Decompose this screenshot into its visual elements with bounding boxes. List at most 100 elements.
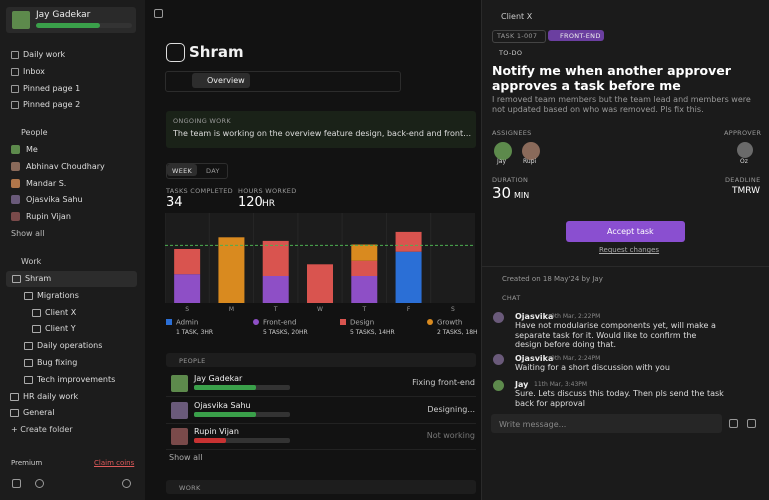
message: Waiting for a short discussion with you — [515, 363, 670, 372]
folder-icon — [24, 359, 33, 367]
person-name[interactable]: Ojasvika Sahu — [194, 400, 251, 410]
person-status: Not working — [426, 431, 475, 440]
work-item[interactable]: Client Y — [45, 324, 76, 334]
toggle-week[interactable]: WEEK — [172, 167, 193, 175]
assignees-label: ASSIGNEES — [492, 129, 532, 137]
request-changes[interactable]: Request changes — [599, 246, 660, 254]
person[interactable]: Me — [26, 145, 38, 154]
tab[interactable]: Overview — [207, 76, 245, 85]
accept-button[interactable] — [566, 221, 685, 242]
avatar — [11, 161, 20, 171]
toggle — [166, 163, 228, 179]
avatar — [171, 401, 188, 419]
bar-segment — [395, 231, 422, 252]
nav-icon — [11, 51, 19, 59]
toggle-sidebar[interactable] — [154, 9, 163, 18]
bar-segment — [395, 251, 422, 303]
person[interactable]: Abhinav Choudhary — [26, 161, 105, 171]
created: Created on 18 May'24 by Jay — [502, 275, 603, 283]
section-header[interactable]: People — [21, 128, 48, 137]
nav-item[interactable]: Pinned page 2 — [23, 100, 81, 109]
claim-coins[interactable]: Claim coins — [94, 459, 135, 467]
tab-active[interactable] — [192, 73, 250, 88]
people-header: PEOPLE — [179, 357, 206, 365]
section-header[interactable]: Work — [21, 257, 42, 266]
x-tick-label: T — [361, 306, 366, 313]
tag: FRONT-END — [560, 32, 601, 40]
nav-icon — [11, 68, 19, 76]
folder-icon — [24, 375, 33, 384]
message: Sure. Lets discuss this today. Then pls … — [515, 389, 724, 408]
progress — [194, 411, 256, 417]
progress-track — [194, 438, 290, 443]
work-item[interactable]: Client X — [45, 307, 77, 317]
task-id-chip — [492, 30, 546, 43]
person-name[interactable]: Rupin Vijan — [194, 427, 239, 436]
divider — [482, 266, 769, 267]
create-folder[interactable]: + Create folder — [11, 425, 73, 434]
toggle-day[interactable]: DAY — [206, 167, 220, 175]
selected-item — [6, 271, 137, 287]
send-icon[interactable] — [747, 419, 756, 428]
author: Ojasvika — [515, 354, 554, 363]
assignee: Rupi — [523, 158, 537, 165]
chart: S M T W T F S Admin 1 TASK, 3HR Front-end 5 TASKS,… — [165, 213, 477, 336]
folder-icon — [24, 291, 33, 300]
accept-text[interactable]: Accept task — [607, 227, 654, 236]
work-item[interactable]: Bug fixing — [37, 358, 78, 367]
legend-swatch — [253, 319, 259, 325]
ongoing-label: ONGOING WORK — [173, 117, 231, 125]
legend-detail: 5 TASKS, 20HR — [263, 329, 308, 336]
person-row — [166, 425, 476, 450]
attach-icon[interactable] — [729, 419, 738, 428]
avatar — [12, 11, 30, 29]
message-input[interactable] — [491, 414, 722, 433]
duration-label: DURATION — [492, 176, 529, 184]
work-header-bg — [166, 480, 476, 494]
task-panel: Client X TASK 1-007 FRONT-END TO-DO Noti… — [481, 0, 769, 500]
breadcrumb[interactable]: Client X — [501, 12, 533, 21]
work-item[interactable]: HR daily work — [23, 391, 79, 401]
legend-detail: 2 TASKS, 18HR — [437, 329, 477, 336]
show-all[interactable]: Show all — [11, 229, 45, 238]
legend-name: Design — [350, 319, 374, 327]
input-placeholder[interactable]: Write message... — [499, 420, 567, 429]
folder-icon — [10, 409, 19, 418]
bar-segment — [351, 276, 378, 303]
nav-item[interactable]: Pinned page 1 — [23, 84, 81, 93]
avatar — [11, 178, 20, 188]
person-row — [166, 372, 476, 397]
x-tick-label: T — [273, 306, 278, 313]
status: TO-DO — [499, 49, 523, 57]
stat-label: TASKS COMPLETED — [166, 187, 233, 195]
avatar — [493, 354, 504, 365]
person[interactable]: Mandar S. — [26, 178, 67, 188]
help-icon[interactable] — [122, 479, 131, 488]
deadline-label: DEADLINE — [725, 176, 761, 184]
deadline: TMRW — [732, 186, 761, 196]
assignee: Jay — [497, 158, 506, 165]
person[interactable]: Rupin Vijan — [26, 212, 71, 222]
chat-label: CHAT — [502, 294, 521, 302]
work-item[interactable]: Shram — [25, 274, 52, 283]
folder-icon — [32, 308, 41, 317]
ongoing-box — [166, 111, 476, 148]
person-name[interactable]: Jay Gadekar — [194, 374, 243, 383]
tag-chip — [548, 30, 604, 41]
home-icon[interactable] — [12, 479, 21, 488]
show-all[interactable]: Show all — [169, 453, 203, 462]
work-item[interactable]: General — [23, 408, 55, 418]
author: Jay — [515, 380, 529, 389]
premium: Premium — [11, 459, 43, 467]
task-description: I removed team members but the team lead… — [492, 95, 751, 114]
work-item[interactable]: Migrations — [37, 290, 79, 300]
toggle-active — [167, 164, 197, 176]
nav-item[interactable]: Inbox — [23, 67, 45, 76]
person[interactable]: Ojasvika Sahu — [26, 195, 83, 205]
avatar — [11, 145, 20, 154]
settings-icon[interactable] — [35, 479, 44, 488]
work-item[interactable]: Tech improvements — [37, 374, 116, 384]
nav-item[interactable]: Daily work — [23, 50, 66, 59]
work-item[interactable]: Daily operations — [37, 341, 103, 351]
progress — [36, 23, 100, 28]
